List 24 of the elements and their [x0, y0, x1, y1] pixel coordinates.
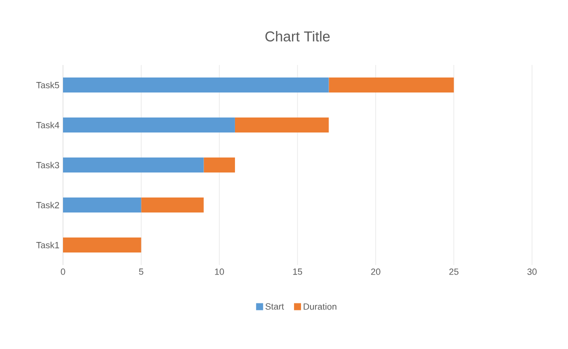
bar: [234, 118, 329, 132]
bar: [63, 198, 142, 212]
x-tick-label: 20: [371, 268, 380, 275]
x-tick-label: 10: [215, 268, 224, 275]
bar: [63, 158, 204, 172]
legend-label: Start: [266, 303, 284, 310]
bar: [141, 198, 204, 212]
x-tick-label: 30: [527, 268, 537, 275]
x-tick-label: 15: [293, 268, 302, 275]
y-tick-label: Task3: [36, 162, 60, 168]
bar: [63, 118, 235, 132]
bar: [63, 238, 142, 252]
x-tick-label: 0: [60, 268, 66, 275]
legend-label: Duration: [304, 303, 336, 310]
bar: [328, 78, 454, 92]
x-tick-label: 5: [139, 268, 144, 275]
y-tick-label: Task4: [36, 122, 60, 128]
x-tick-label: 25: [449, 268, 458, 275]
bar: [63, 78, 329, 92]
bar: [204, 158, 235, 172]
chart-title: Chart Title: [265, 30, 330, 42]
y-tick-label: Task2: [36, 202, 60, 208]
y-tick-label: Task1: [36, 242, 60, 248]
y-tick-label: Task5: [36, 82, 60, 88]
